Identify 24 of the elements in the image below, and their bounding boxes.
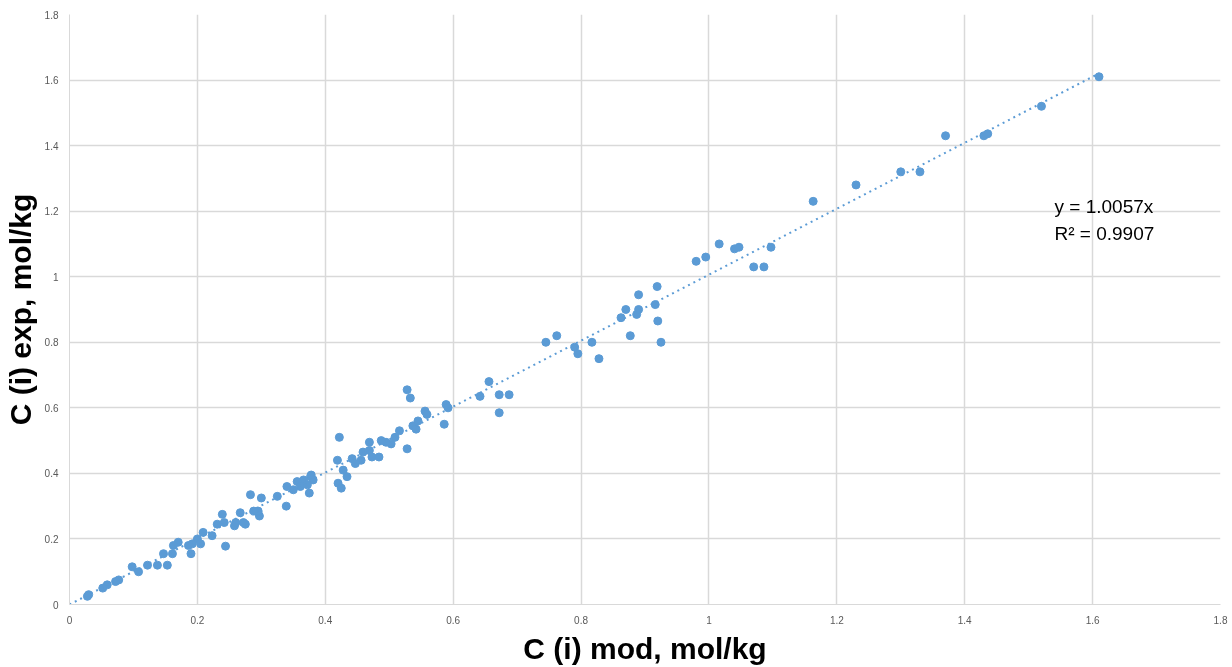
x-tick-label: 0.8 [574, 614, 589, 626]
y-tick-label: 0.8 [44, 337, 59, 349]
y-tick-label: 1.4 [44, 140, 59, 152]
x-tick-label: 1.2 [829, 614, 845, 626]
y-tick-label: 0.6 [44, 402, 59, 414]
x-tick-label: 0.2 [190, 614, 205, 626]
annotation: R² = 0.9907 [1054, 222, 1155, 244]
y-tick-label: 0 [52, 599, 59, 611]
y-tick-label: 1.6 [44, 75, 59, 87]
y-axis-title: C (i) exp, mol/kg [3, 193, 37, 426]
x-tick-label: 0 [66, 614, 73, 626]
x-tick-label: 0.6 [446, 614, 461, 626]
y-tick-label: 1.2 [44, 206, 59, 218]
x-tick-label: 1.4 [957, 614, 973, 626]
annotation: y = 1.0057x [1054, 195, 1154, 217]
x-tick-label: 1 [706, 614, 713, 626]
x-tick-label: 0.4 [318, 614, 333, 626]
y-tick-label: 1 [52, 271, 59, 283]
x-tick-label: 1.6 [1085, 614, 1100, 626]
y-tick-label: 1.8 [44, 9, 59, 21]
x-tick-label: 1.8 [1213, 614, 1228, 626]
y-tick-label: 0.4 [44, 468, 59, 480]
x-axis-title: C (i) mod, mol/kg [523, 631, 767, 665]
y-tick-label: 0.2 [44, 533, 59, 545]
